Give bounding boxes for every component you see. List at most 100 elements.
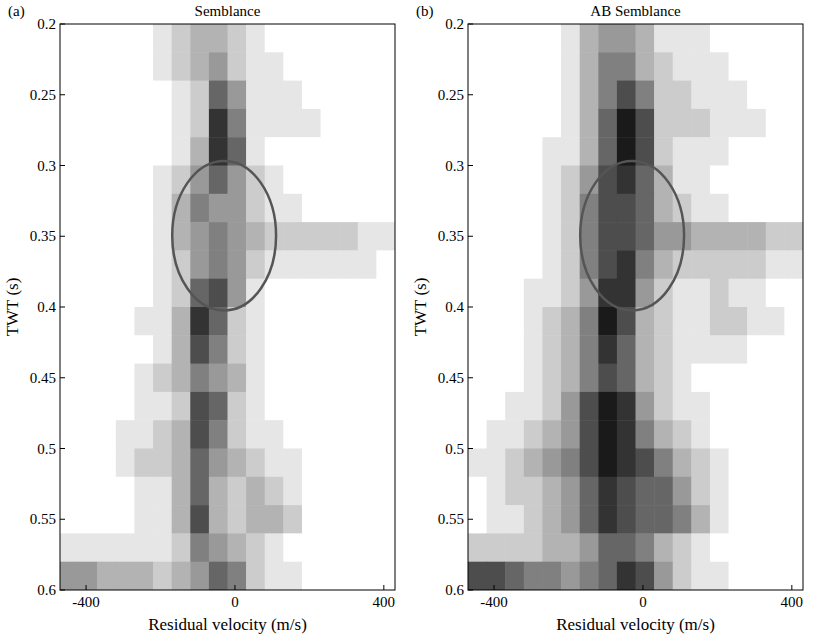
cell (654, 24, 673, 53)
cell (598, 24, 617, 53)
cell (598, 364, 617, 393)
cell (190, 364, 209, 393)
cell (524, 166, 543, 195)
cell (97, 279, 116, 308)
cell (542, 81, 561, 110)
cell (766, 505, 785, 534)
cell (710, 81, 729, 110)
cell (784, 307, 803, 336)
highlight-ellipse (580, 161, 684, 310)
cell (358, 562, 377, 590)
cell (302, 307, 321, 336)
cell (116, 166, 135, 195)
cell (79, 279, 98, 308)
cell (598, 250, 617, 279)
cell (784, 449, 803, 478)
cell (190, 137, 209, 166)
panel-label: (b) (416, 3, 434, 20)
cell (691, 364, 710, 393)
cell (636, 449, 655, 478)
cell (636, 222, 655, 251)
x-tick-label: 400 (373, 594, 396, 610)
cell (60, 279, 79, 308)
cell (487, 562, 506, 590)
cell (228, 279, 247, 308)
cell (598, 505, 617, 534)
cell (505, 52, 524, 81)
cell (339, 392, 358, 421)
cell (766, 449, 785, 478)
y-tick-label: 0.25 (30, 87, 56, 103)
cell (487, 137, 506, 166)
cell (524, 137, 543, 166)
cell (283, 335, 302, 364)
cell (542, 166, 561, 195)
y-tick (60, 236, 65, 237)
cell (468, 533, 487, 562)
y-tick (468, 24, 473, 25)
cell (766, 364, 785, 393)
cell (524, 194, 543, 223)
cell (766, 81, 785, 110)
cell (190, 194, 209, 223)
cell (505, 392, 524, 421)
cell (172, 137, 191, 166)
cell (376, 194, 395, 223)
cell (97, 392, 116, 421)
cell (766, 194, 785, 223)
cell (710, 307, 729, 336)
y-tick-label: 0.2 (37, 16, 56, 32)
cell (79, 505, 98, 534)
y-tick (468, 165, 473, 166)
cell (339, 533, 358, 562)
cell (487, 392, 506, 421)
cell (358, 250, 377, 279)
cell (283, 449, 302, 478)
cell (153, 81, 172, 110)
cell (134, 392, 153, 421)
cell (598, 222, 617, 251)
cell (766, 222, 785, 251)
cell (673, 505, 692, 534)
cell (321, 449, 340, 478)
cell (134, 194, 153, 223)
cell (747, 52, 766, 81)
cell (246, 307, 265, 336)
cell (505, 279, 524, 308)
cell (228, 533, 247, 562)
cells (468, 24, 803, 590)
cell (172, 52, 191, 81)
x-tick (494, 585, 495, 590)
cell (283, 166, 302, 195)
cell (468, 562, 487, 590)
cell (265, 449, 284, 478)
cell (598, 449, 617, 478)
cell (617, 533, 636, 562)
cell (747, 137, 766, 166)
y-tick-label: 0.5 (445, 441, 464, 457)
cell (228, 24, 247, 53)
cell (79, 166, 98, 195)
cell (468, 505, 487, 534)
y-tick (468, 448, 473, 449)
cell (321, 420, 340, 449)
cell (580, 562, 599, 590)
cell (358, 24, 377, 53)
y-tick (60, 377, 65, 378)
cell (505, 109, 524, 138)
cell (561, 194, 580, 223)
cell (358, 307, 377, 336)
cell (468, 137, 487, 166)
cell (691, 335, 710, 364)
cell (766, 307, 785, 336)
panel-title: AB Semblance (590, 3, 681, 19)
cell (283, 250, 302, 279)
cell (116, 505, 135, 534)
cell (524, 250, 543, 279)
cell (505, 194, 524, 223)
cell (265, 279, 284, 308)
cell (691, 420, 710, 449)
cell (691, 137, 710, 166)
cell (654, 250, 673, 279)
cell (79, 137, 98, 166)
